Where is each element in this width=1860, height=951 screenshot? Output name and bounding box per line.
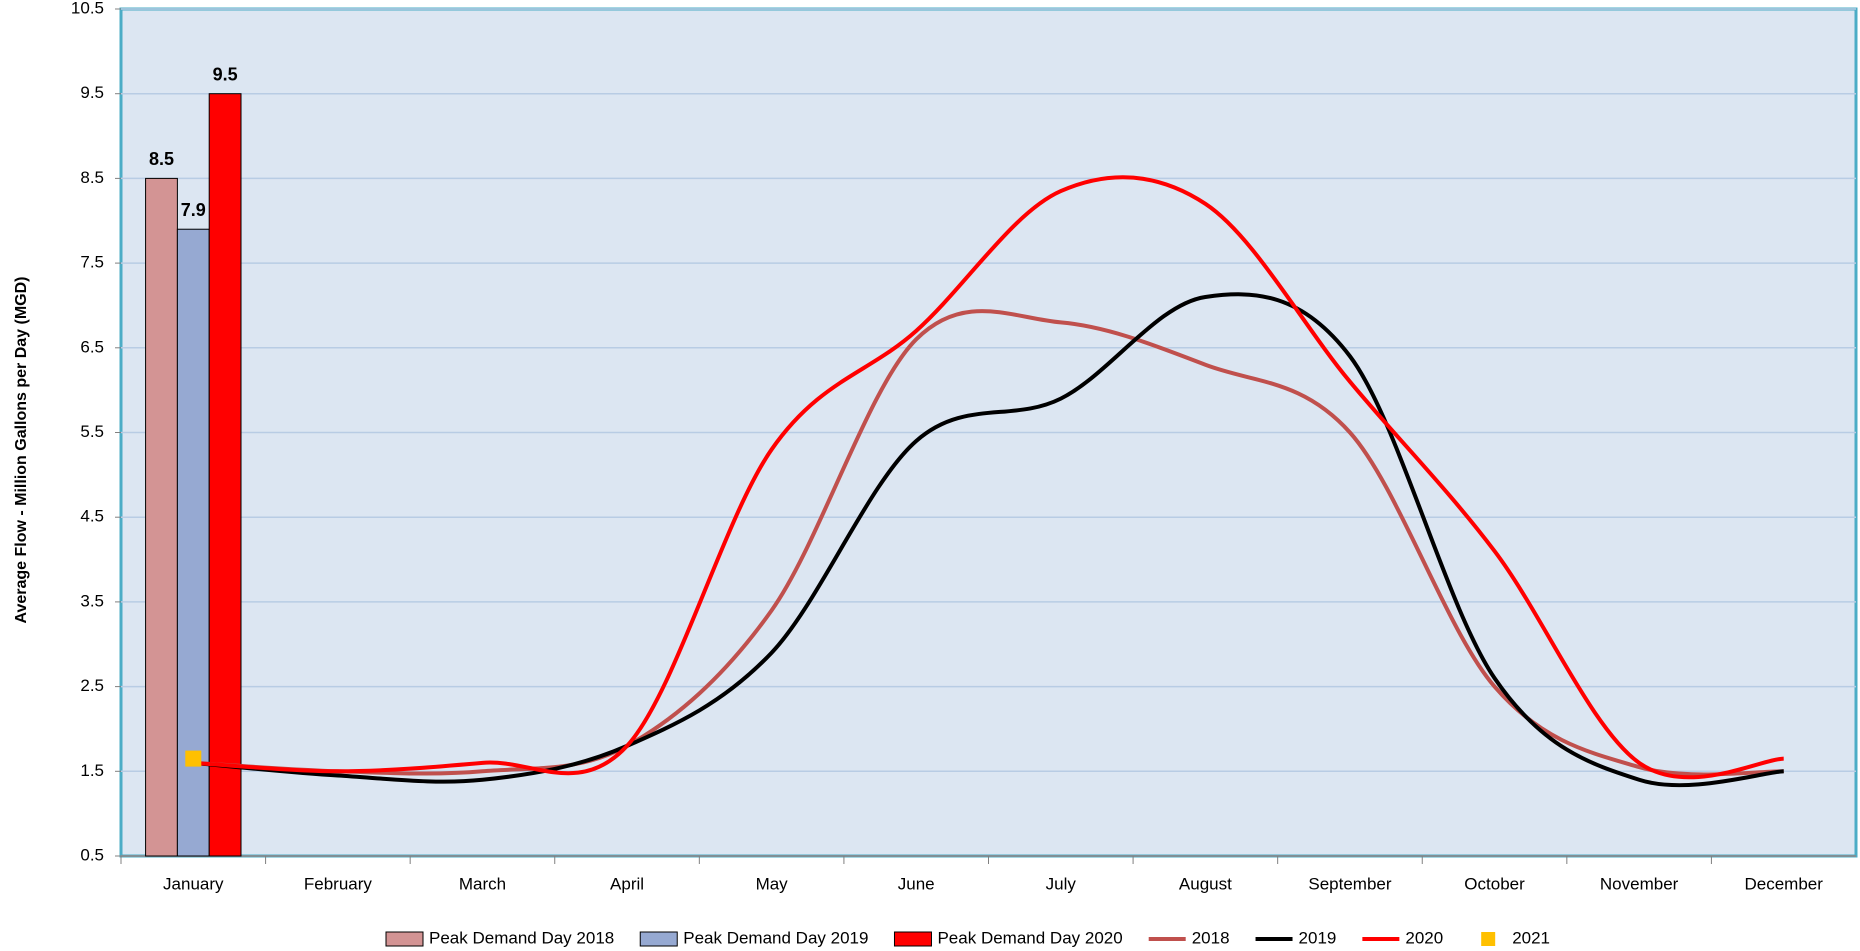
line — [193, 175, 1784, 780]
x-tick-label: October — [1464, 874, 1525, 893]
x-tick-label: January — [163, 874, 224, 893]
legend-label: Peak Demand Day 2019 — [683, 928, 868, 947]
legend-swatch — [639, 931, 678, 947]
legend-label: 2018 — [1192, 928, 1230, 947]
y-tick-label: 7.5 — [80, 253, 104, 272]
y-tick-label: 3.5 — [80, 591, 104, 610]
x-tick-label: May — [756, 874, 789, 893]
bar-label: 9.5 — [213, 64, 238, 84]
line — [193, 309, 1784, 777]
x-tick-label: July — [1046, 874, 1077, 893]
legend-swatch — [893, 931, 932, 947]
y-tick-label: 10.5 — [71, 0, 104, 17]
y-tick-label: 8.5 — [80, 168, 104, 187]
legend-label: Peak Demand Day 2018 — [429, 928, 614, 947]
y-axis-label: Average Flow - Million Gallons per Day (… — [13, 276, 30, 623]
y-tick-label: 2.5 — [80, 676, 104, 695]
y-tick-label: 6.5 — [80, 337, 104, 356]
x-tick-label: August — [1179, 874, 1232, 893]
bar — [145, 177, 178, 857]
legend-label: 2021 — [1512, 928, 1550, 947]
x-tick-label: November — [1600, 874, 1679, 893]
line — [193, 292, 1784, 788]
y-tick-label: 4.5 — [80, 507, 104, 526]
bar — [208, 93, 242, 857]
x-tick-label: December — [1744, 874, 1823, 893]
legend-swatch — [1481, 932, 1496, 946]
y-tick-label: 1.5 — [80, 761, 104, 780]
bar-label: 8.5 — [149, 149, 174, 169]
point — [185, 750, 202, 767]
x-tick-label: April — [610, 874, 644, 893]
legend-label: Peak Demand Day 2020 — [937, 928, 1122, 947]
x-tick-label: March — [459, 874, 506, 893]
x-tick-label: February — [304, 874, 373, 893]
y-tick-label: 9.5 — [80, 83, 104, 102]
bar-label: 7.9 — [181, 200, 206, 220]
legend-swatch — [385, 931, 424, 947]
y-tick-label: 0.5 — [80, 845, 104, 864]
legend-label: 2020 — [1405, 928, 1443, 947]
legend-label: 2019 — [1299, 928, 1337, 947]
x-tick-label: September — [1308, 874, 1391, 893]
y-tick-label: 5.5 — [80, 422, 104, 441]
x-tick-label: June — [898, 874, 935, 893]
